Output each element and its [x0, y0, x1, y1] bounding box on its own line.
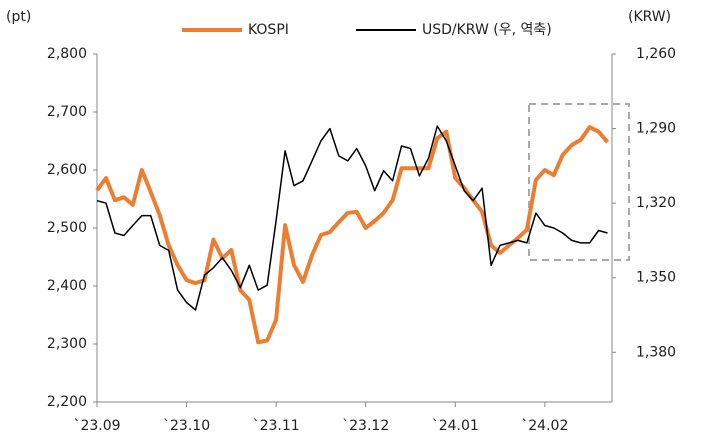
series-line: [95, 125, 610, 345]
y-tick-label: 2,500: [47, 220, 87, 236]
y-tick-label: 2,700: [47, 104, 87, 120]
y2-tick-label: 1,320: [636, 195, 676, 211]
y2-tick-label: 1,350: [636, 270, 676, 286]
legend-label: KOSPI: [248, 22, 289, 38]
x-tick-label: `23.12: [342, 418, 389, 434]
x-tick-label: `23.10: [163, 418, 210, 434]
y-tick-label: 2,800: [47, 46, 87, 62]
x-tick-label: `24.02: [521, 418, 568, 434]
legend-label: USD/KRW (우, 역축): [422, 22, 552, 38]
x-tick-label: `24.01: [432, 418, 479, 434]
y-tick-label: 2,300: [47, 336, 87, 352]
y-tick-label: 2,400: [47, 278, 87, 294]
y2-tick-label: 1,380: [636, 344, 676, 360]
y2-tick-label: 1,260: [636, 46, 676, 62]
y2-axis-label: (KRW): [628, 9, 671, 25]
y-tick-label: 2,200: [47, 394, 87, 410]
highlight-box: [528, 103, 630, 261]
x-tick-label: `23.11: [253, 418, 300, 434]
y-axis-label: (pt): [6, 9, 31, 25]
y2-tick-label: 1,290: [636, 121, 676, 137]
x-tick-label: `23.09: [73, 418, 120, 434]
series-line: [96, 125, 608, 311]
y-tick-label: 2,600: [47, 162, 87, 178]
